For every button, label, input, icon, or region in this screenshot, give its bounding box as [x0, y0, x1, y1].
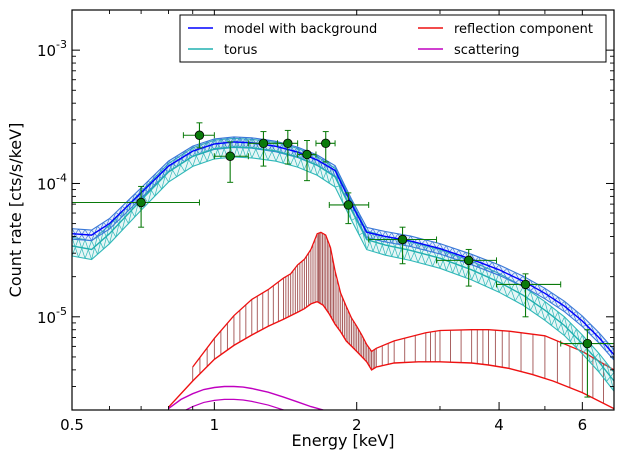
legend-label: reflection component — [454, 22, 593, 37]
data-point — [315, 131, 336, 163]
data-marker — [283, 138, 293, 149]
data-point — [182, 122, 215, 149]
torus-band-hatch — [445, 254, 453, 271]
y-tick-exponent: -3 — [56, 38, 67, 51]
torus-band-lower — [72, 156, 614, 392]
model-band — [72, 136, 614, 361]
torus-band-hatch — [452, 256, 460, 274]
y-tick-label: 10-5 — [37, 305, 67, 327]
data-point — [297, 140, 317, 182]
data-point — [560, 329, 614, 398]
torus-band-hatch — [485, 270, 493, 287]
data-marker — [582, 338, 593, 349]
data-marker — [136, 197, 146, 208]
data-marker — [520, 279, 531, 290]
data-marker — [258, 138, 269, 149]
axes-frame — [71, 9, 615, 411]
data-point — [328, 192, 370, 225]
y-tick-label: 10-4 — [37, 171, 67, 193]
data-marker — [225, 151, 235, 161]
model-band-fill — [72, 136, 614, 361]
reflection-upper-line — [192, 231, 614, 371]
data-points — [72, 122, 614, 398]
data-point — [247, 131, 279, 167]
torus-band-hatch — [491, 273, 500, 290]
x-tick-label: 6 — [578, 416, 588, 434]
torus-line — [72, 146, 614, 382]
scattering-lower-line — [184, 398, 286, 410]
torus-band-hatch — [84, 240, 92, 259]
data-marker — [302, 149, 312, 160]
torus-band-hatch — [372, 234, 380, 252]
model-band-upper — [72, 136, 614, 351]
reflection-line — [167, 300, 614, 410]
data-point — [277, 129, 299, 165]
data-marker — [397, 234, 408, 245]
legend: model with background torus reflection com… — [179, 14, 607, 63]
legend-box — [179, 14, 607, 63]
plot-area — [72, 122, 614, 410]
legend-label: torus — [224, 43, 258, 58]
torus-band-upper — [72, 137, 614, 373]
x-tick-label: 0.5 — [60, 416, 84, 434]
data-marker — [463, 255, 474, 266]
legend-label: scattering — [454, 43, 520, 58]
data-point — [213, 141, 249, 183]
y-tick-exponent: -4 — [56, 171, 67, 184]
data-marker — [194, 130, 205, 140]
torus-band-hatch — [366, 232, 374, 250]
data-point — [72, 185, 200, 228]
data-point — [436, 248, 497, 287]
y-tick-base: 10 — [37, 175, 56, 193]
y-tick-base: 10 — [37, 42, 56, 60]
legend-label: model with background — [224, 22, 377, 37]
y-tick-base: 10 — [37, 309, 56, 327]
x-tick-label: 4 — [494, 416, 504, 434]
data-marker — [321, 138, 331, 149]
data-point — [368, 226, 438, 265]
y-axis-label: Count rate [cts/s/keV] — [6, 123, 25, 298]
reflection-hatch-band — [192, 232, 604, 404]
data-point — [495, 273, 562, 318]
scattering-line — [168, 385, 324, 410]
data-marker — [343, 200, 354, 210]
torus-band-fill — [72, 138, 614, 392]
x-tick-label: 2 — [352, 416, 362, 434]
x-axis-label: Energy [keV] — [291, 431, 394, 450]
model-line — [72, 141, 614, 356]
x-tick-label: 1 — [210, 416, 220, 434]
y-tick-exponent: -5 — [56, 305, 67, 318]
torus-band-hatch — [78, 239, 86, 258]
y-tick-label: 10-3 — [37, 38, 67, 60]
